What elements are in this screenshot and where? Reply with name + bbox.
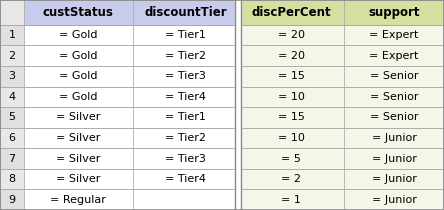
Bar <box>0 169 24 189</box>
Text: 1: 1 <box>8 30 16 40</box>
Bar <box>0 107 24 128</box>
Bar <box>133 25 238 45</box>
Bar <box>238 148 344 169</box>
Text: 2: 2 <box>8 51 16 61</box>
Bar <box>133 148 238 169</box>
Text: = 5: = 5 <box>281 154 301 164</box>
Text: = 15: = 15 <box>278 71 305 81</box>
Bar <box>133 128 238 148</box>
Bar <box>24 189 133 210</box>
Bar <box>0 66 24 87</box>
Text: = Junior: = Junior <box>372 174 416 184</box>
Bar <box>24 0 133 25</box>
Text: 8: 8 <box>8 174 16 184</box>
Bar <box>238 87 344 107</box>
Text: = Gold: = Gold <box>59 30 98 40</box>
Bar <box>238 66 344 87</box>
Bar <box>24 66 133 87</box>
Bar <box>0 25 24 45</box>
Text: = Silver: = Silver <box>56 154 100 164</box>
Text: = 15: = 15 <box>278 112 305 122</box>
Text: 7: 7 <box>8 154 16 164</box>
Text: 3: 3 <box>8 71 16 81</box>
Text: = Junior: = Junior <box>372 195 416 205</box>
Text: 4: 4 <box>8 92 16 102</box>
Bar <box>344 87 444 107</box>
Bar <box>133 0 238 25</box>
Text: = Silver: = Silver <box>56 112 100 122</box>
Text: = 2: = 2 <box>281 174 301 184</box>
Text: = 10: = 10 <box>278 92 305 102</box>
Text: = Tier2: = Tier2 <box>165 133 206 143</box>
Bar <box>133 66 238 87</box>
Bar <box>344 0 444 25</box>
Text: = Junior: = Junior <box>372 133 416 143</box>
Bar <box>0 189 24 210</box>
Bar <box>133 45 238 66</box>
Bar <box>344 107 444 128</box>
Bar <box>0 45 24 66</box>
Bar <box>0 148 24 169</box>
Text: = Expert: = Expert <box>369 51 419 61</box>
Bar <box>0 128 24 148</box>
Bar <box>238 107 344 128</box>
Text: = Junior: = Junior <box>372 154 416 164</box>
Bar <box>133 189 238 210</box>
Text: = Gold: = Gold <box>59 51 98 61</box>
Text: = Expert: = Expert <box>369 30 419 40</box>
Text: = 10: = 10 <box>278 133 305 143</box>
Text: = Senior: = Senior <box>370 112 418 122</box>
Bar <box>0 87 24 107</box>
Bar <box>24 128 133 148</box>
Bar <box>344 189 444 210</box>
Text: = Gold: = Gold <box>59 92 98 102</box>
Text: discountTier: discountTier <box>144 6 227 19</box>
Text: = 20: = 20 <box>278 30 305 40</box>
Text: = Tier4: = Tier4 <box>165 92 206 102</box>
Text: = 1: = 1 <box>281 195 301 205</box>
Text: = Regular: = Regular <box>50 195 106 205</box>
Text: = 20: = 20 <box>278 51 305 61</box>
Text: support: support <box>368 6 420 19</box>
Bar <box>0 0 24 25</box>
Text: = Senior: = Senior <box>370 92 418 102</box>
Bar <box>24 87 133 107</box>
Text: = Tier1: = Tier1 <box>165 30 206 40</box>
Bar <box>238 169 344 189</box>
Bar <box>344 169 444 189</box>
Bar <box>238 189 344 210</box>
Bar <box>133 87 238 107</box>
Bar <box>238 45 344 66</box>
Text: = Tier3: = Tier3 <box>165 71 206 81</box>
Text: = Gold: = Gold <box>59 71 98 81</box>
Bar <box>24 45 133 66</box>
Text: = Tier4: = Tier4 <box>165 174 206 184</box>
Bar <box>238 0 344 25</box>
Bar <box>133 107 238 128</box>
Text: = Tier3: = Tier3 <box>165 154 206 164</box>
Bar <box>344 128 444 148</box>
Bar <box>24 169 133 189</box>
Text: = Silver: = Silver <box>56 133 100 143</box>
Text: 6: 6 <box>8 133 16 143</box>
Text: = Tier1: = Tier1 <box>165 112 206 122</box>
Text: 5: 5 <box>8 112 16 122</box>
Text: = Silver: = Silver <box>56 174 100 184</box>
Text: custStatus: custStatus <box>43 6 114 19</box>
Bar <box>344 45 444 66</box>
Bar <box>24 148 133 169</box>
Text: = Senior: = Senior <box>370 71 418 81</box>
Bar <box>24 25 133 45</box>
Bar <box>238 25 344 45</box>
Bar <box>24 107 133 128</box>
Text: discPerCent: discPerCent <box>251 6 331 19</box>
Bar <box>133 169 238 189</box>
Text: 9: 9 <box>8 195 16 205</box>
Bar <box>344 25 444 45</box>
Bar <box>344 66 444 87</box>
Bar <box>238 128 344 148</box>
Bar <box>344 148 444 169</box>
Text: = Tier2: = Tier2 <box>165 51 206 61</box>
